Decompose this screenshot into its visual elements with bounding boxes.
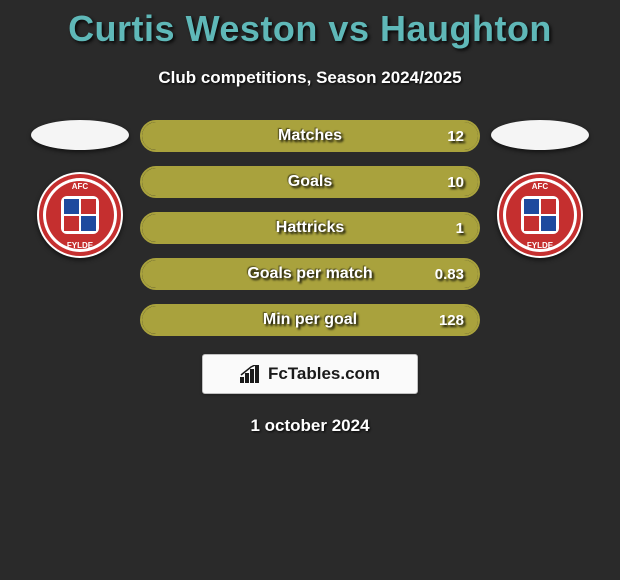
svg-text:FYLDE: FYLDE (67, 241, 94, 250)
stat-value: 10 (447, 174, 464, 191)
stat-label: Hattricks (276, 219, 344, 237)
brand-box: FcTables.com (202, 354, 418, 394)
bar-chart-icon (240, 365, 262, 383)
stat-value: 12 (447, 128, 464, 145)
stat-bar-min-per-goal: Min per goal 128 (140, 304, 480, 336)
comparison-title: Curtis Weston vs Haughton (0, 8, 620, 50)
stat-bar-matches: Matches 12 (140, 120, 480, 152)
stat-value: 128 (439, 312, 464, 329)
left-player-oval (31, 120, 129, 150)
crest-icon: AFC FYLDE (37, 172, 123, 258)
stat-bar-goals: Goals 10 (140, 166, 480, 198)
left-player-col: AFC FYLDE (30, 120, 130, 258)
brand-text: FcTables.com (268, 364, 380, 384)
svg-text:FYLDE: FYLDE (527, 241, 554, 250)
date-line: 1 october 2024 (0, 416, 620, 436)
stat-label: Goals per match (247, 265, 372, 283)
right-club-crest: AFC FYLDE (497, 172, 583, 258)
infographic-container: Curtis Weston vs Haughton Club competiti… (0, 0, 620, 436)
season-subtitle: Club competitions, Season 2024/2025 (0, 68, 620, 88)
stat-value: 0.83 (435, 266, 464, 283)
left-club-crest: AFC FYLDE (37, 172, 123, 258)
svg-text:AFC: AFC (532, 182, 549, 191)
stats-column: Matches 12 Goals 10 Hattricks 1 Goals pe… (140, 120, 480, 336)
content-row: AFC FYLDE Matches 12 Goals 10 Hattricks … (0, 120, 620, 336)
stat-label: Goals (288, 173, 332, 191)
right-player-oval (491, 120, 589, 150)
right-player-col: AFC FYLDE (490, 120, 590, 258)
stat-label: Matches (278, 127, 342, 145)
stat-bar-goals-per-match: Goals per match 0.83 (140, 258, 480, 290)
stat-value: 1 (456, 220, 464, 237)
stat-label: Min per goal (263, 311, 357, 329)
stat-bar-hattricks: Hattricks 1 (140, 212, 480, 244)
crest-icon: AFC FYLDE (497, 172, 583, 258)
svg-text:AFC: AFC (72, 182, 89, 191)
